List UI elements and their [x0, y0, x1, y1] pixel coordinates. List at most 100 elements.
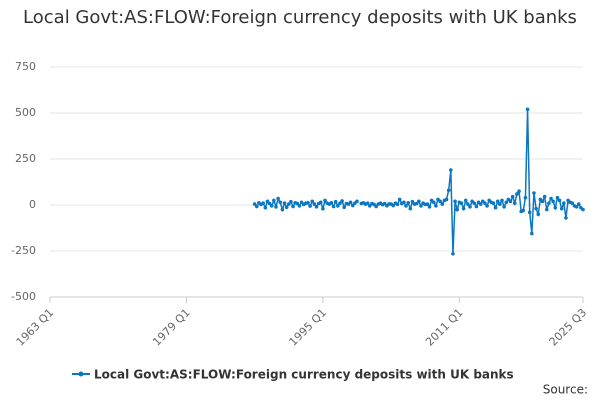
data-point [508, 199, 513, 204]
data-point [314, 205, 319, 209]
y-tick-label: 500 [15, 106, 36, 119]
data-point [434, 204, 438, 208]
y-tick-label: 750 [15, 60, 36, 73]
data-point [527, 210, 532, 215]
legend-label: Local Govt:AS:FLOW:Foreign currency depo… [94, 368, 514, 382]
data-point [408, 206, 413, 211]
data-point [312, 202, 317, 206]
data-point [498, 202, 502, 206]
data-point [340, 199, 344, 203]
data-point [500, 198, 504, 203]
data-point [495, 199, 500, 204]
data-point [542, 194, 547, 199]
y-tick-label: -500 [11, 290, 36, 303]
data-point [438, 199, 442, 204]
data-point [321, 206, 325, 211]
data-point [310, 199, 315, 204]
data-point [336, 204, 340, 208]
data-point [263, 205, 268, 210]
data-point [461, 206, 466, 211]
data-point [395, 202, 400, 207]
data-point [284, 205, 289, 210]
data-point [530, 231, 534, 236]
data-point [555, 195, 560, 200]
y-tick-label: -250 [11, 244, 36, 257]
data-point [267, 201, 272, 206]
series-line [254, 109, 584, 254]
data-point [459, 201, 464, 205]
data-point [269, 204, 274, 208]
data-point [574, 205, 579, 209]
data-point [425, 202, 430, 206]
data-point [431, 200, 436, 205]
data-point [446, 188, 451, 193]
data-point [397, 197, 402, 202]
data-point [485, 204, 489, 208]
data-point [455, 207, 460, 212]
data-point [553, 205, 558, 210]
data-point [282, 201, 287, 205]
data-point [466, 202, 470, 206]
data-point [272, 198, 276, 203]
data-point [440, 202, 445, 206]
x-tick-label: 1995 Q1 [287, 306, 330, 349]
data-point [297, 204, 302, 208]
data-point [453, 199, 457, 204]
data-point [463, 198, 468, 203]
data-point [280, 207, 285, 212]
data-point [291, 204, 295, 209]
x-tick-label: 2025 Q3 [547, 306, 590, 349]
legend-marker [78, 371, 84, 377]
data-point [504, 200, 509, 205]
data-point [406, 200, 410, 205]
data-point [417, 199, 421, 204]
data-point [331, 204, 336, 209]
data-point [274, 205, 278, 209]
data-point [252, 202, 257, 206]
data-point [521, 208, 526, 213]
data-point [391, 203, 396, 208]
data-point [570, 201, 575, 205]
data-point [515, 192, 519, 196]
data-point [523, 195, 528, 200]
data-point [318, 200, 323, 205]
data-point [581, 207, 585, 212]
data-point [427, 205, 432, 209]
data-point [547, 201, 551, 205]
data-point [483, 201, 487, 205]
data-point [510, 194, 515, 199]
data-point [306, 200, 310, 205]
y-tick-label: 250 [15, 152, 36, 165]
data-point [559, 206, 564, 211]
data-point [355, 199, 359, 204]
data-point [544, 207, 549, 212]
x-tick-label: 1979 Q1 [150, 306, 193, 349]
data-point [536, 212, 541, 216]
data-point [472, 201, 477, 205]
x-tick-label: 1963 Q1 [14, 306, 57, 349]
data-point [261, 201, 266, 205]
data-point [551, 199, 555, 204]
data-point [289, 199, 293, 204]
data-point [278, 200, 283, 205]
data-point [517, 189, 521, 193]
data-point [491, 201, 496, 205]
data-point [534, 206, 538, 211]
data-point [557, 198, 562, 203]
data-point [365, 201, 370, 205]
data-point [562, 201, 566, 205]
data-point [276, 196, 280, 201]
x-tick-label: 2011 Q1 [423, 306, 466, 349]
data-point [350, 203, 355, 208]
data-point [402, 200, 406, 205]
data-point [549, 196, 553, 201]
data-point [255, 204, 259, 209]
chart-title: Local Govt:AS:FLOW:Foreign currency depo… [23, 7, 577, 28]
data-point [444, 197, 449, 202]
source-label: Source: [543, 383, 588, 397]
data-point [564, 216, 568, 220]
data-point [329, 200, 334, 205]
data-point [404, 204, 408, 208]
